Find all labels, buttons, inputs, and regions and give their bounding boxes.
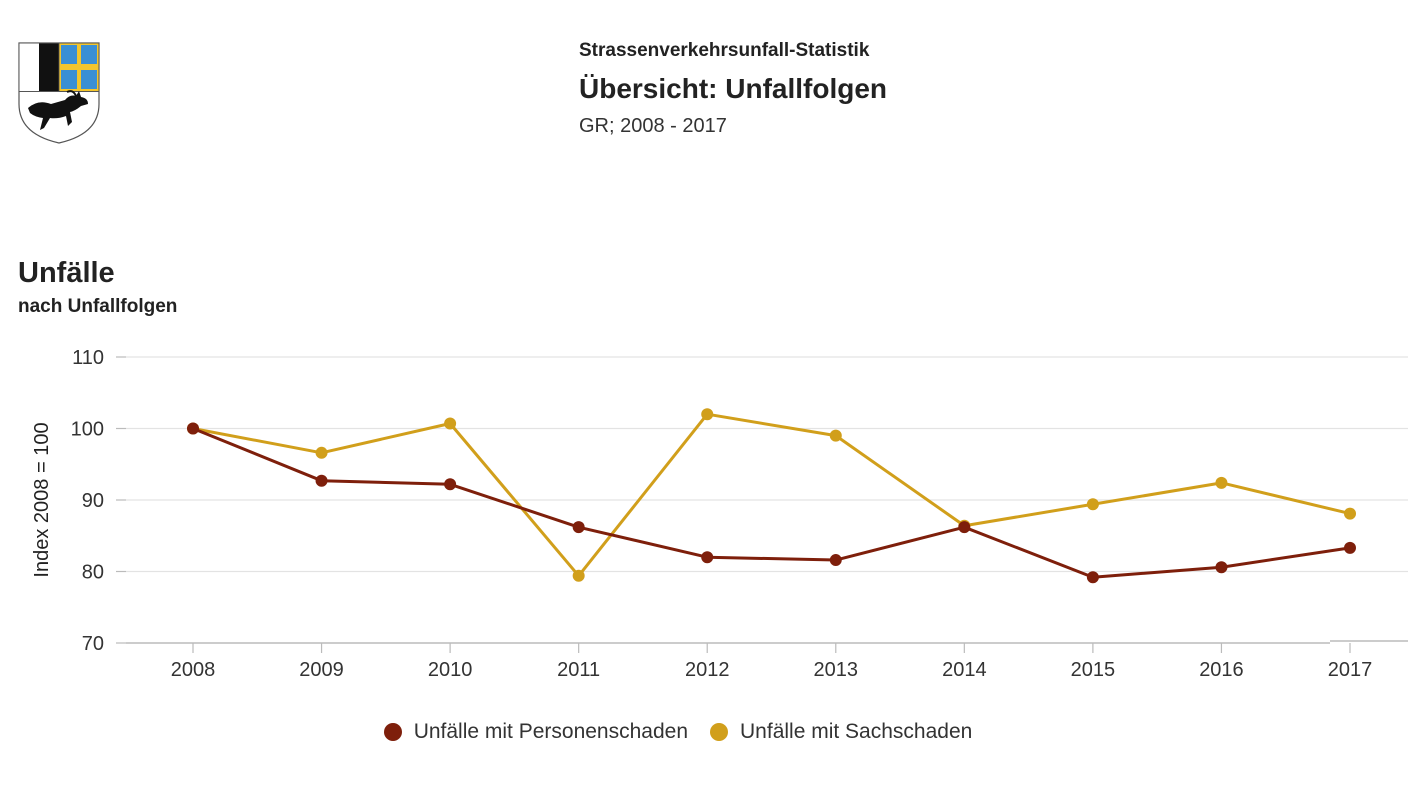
- data-point-personenschaden-2010: [444, 478, 457, 491]
- data-point-sachschaden-2012: [701, 408, 714, 421]
- data-point-sachschaden-2010: [444, 417, 457, 430]
- legend-item-sachschaden[interactable]: Unfälle mit Sachschaden: [710, 720, 972, 744]
- data-point-personenschaden-2012: [701, 551, 714, 564]
- legend-item-personenschaden[interactable]: Unfälle mit Personenschaden: [383, 720, 689, 744]
- y-tick-label-110: 110: [72, 347, 104, 369]
- data-point-personenschaden-2009: [315, 474, 328, 487]
- data-point-personenschaden-2011: [572, 521, 585, 534]
- series: [187, 408, 1356, 584]
- x-tick-label-2017: 2017: [1328, 659, 1373, 681]
- document-subtitle: Übersicht: Unfallfolgen: [579, 73, 888, 104]
- axes: 70 80 90 100 110 2008 2009 2010 2011 2012 2013 2014…: [31, 347, 1408, 681]
- document-range: GR; 2008 - 2017: [579, 115, 727, 137]
- data-point-sachschaden-2011: [572, 569, 585, 582]
- x-tick-label-2015: 2015: [1071, 659, 1116, 681]
- document-title: Strassenverkehrsunfall-Statistik: [579, 40, 870, 61]
- data-point-personenschaden-2013: [829, 554, 842, 567]
- chart-subtitle: nach Unfallfolgen: [18, 296, 178, 317]
- coat-of-arms-logo: [18, 42, 100, 144]
- legend-label-sachschaden: Unfälle mit Sachschaden: [740, 720, 973, 743]
- document-header: Strassenverkehrsunfall-Statistik Übersic…: [579, 40, 887, 137]
- x-tick-label-2011: 2011: [557, 659, 600, 681]
- series-line-personenschaden: [192, 427, 1351, 579]
- data-point-personenschaden-2015: [1086, 571, 1099, 584]
- x-tick-label-2016: 2016: [1199, 659, 1244, 681]
- y-tick-label-80: 80: [82, 562, 104, 584]
- x-tick-label-2009: 2009: [299, 659, 344, 681]
- data-point-sachschaden-2016: [1215, 476, 1228, 489]
- data-point-sachschaden-2013: [829, 429, 842, 442]
- legend-marker-sachschaden: [710, 723, 729, 741]
- chart-title: Unfälle: [18, 257, 115, 289]
- legend-marker-personenschaden: [383, 723, 402, 741]
- x-tick-label-2010: 2010: [428, 659, 473, 681]
- x-tick-label-2014: 2014: [942, 659, 987, 681]
- y-tick-label-70: 70: [82, 633, 104, 655]
- data-point-personenschaden-2017: [1344, 541, 1356, 554]
- data-point-personenschaden-2014: [958, 521, 971, 534]
- data-point-sachschaden-2009: [315, 446, 328, 459]
- chart-legend: Unfälle mit Personenschaden Unfälle mit …: [0, 720, 1408, 744]
- data-point-personenschaden-2008: [187, 422, 199, 435]
- series-line-sachschaden: [192, 412, 1351, 578]
- data-point-personenschaden-2016: [1215, 561, 1228, 574]
- y-axis-title: Index 2008 = 100: [31, 422, 53, 577]
- data-point-sachschaden-2017: [1344, 507, 1356, 520]
- y-tick-label-90: 90: [82, 490, 104, 512]
- y-tick-label-100: 100: [71, 419, 104, 441]
- grid: [126, 356, 1408, 573]
- x-tick-label-2008: 2008: [171, 659, 216, 681]
- x-tick-label-2012: 2012: [685, 659, 730, 681]
- x-tick-label-2013: 2013: [814, 659, 859, 681]
- legend-label-personenschaden: Unfälle mit Personenschaden: [413, 720, 689, 743]
- data-point-sachschaden-2015: [1086, 498, 1099, 511]
